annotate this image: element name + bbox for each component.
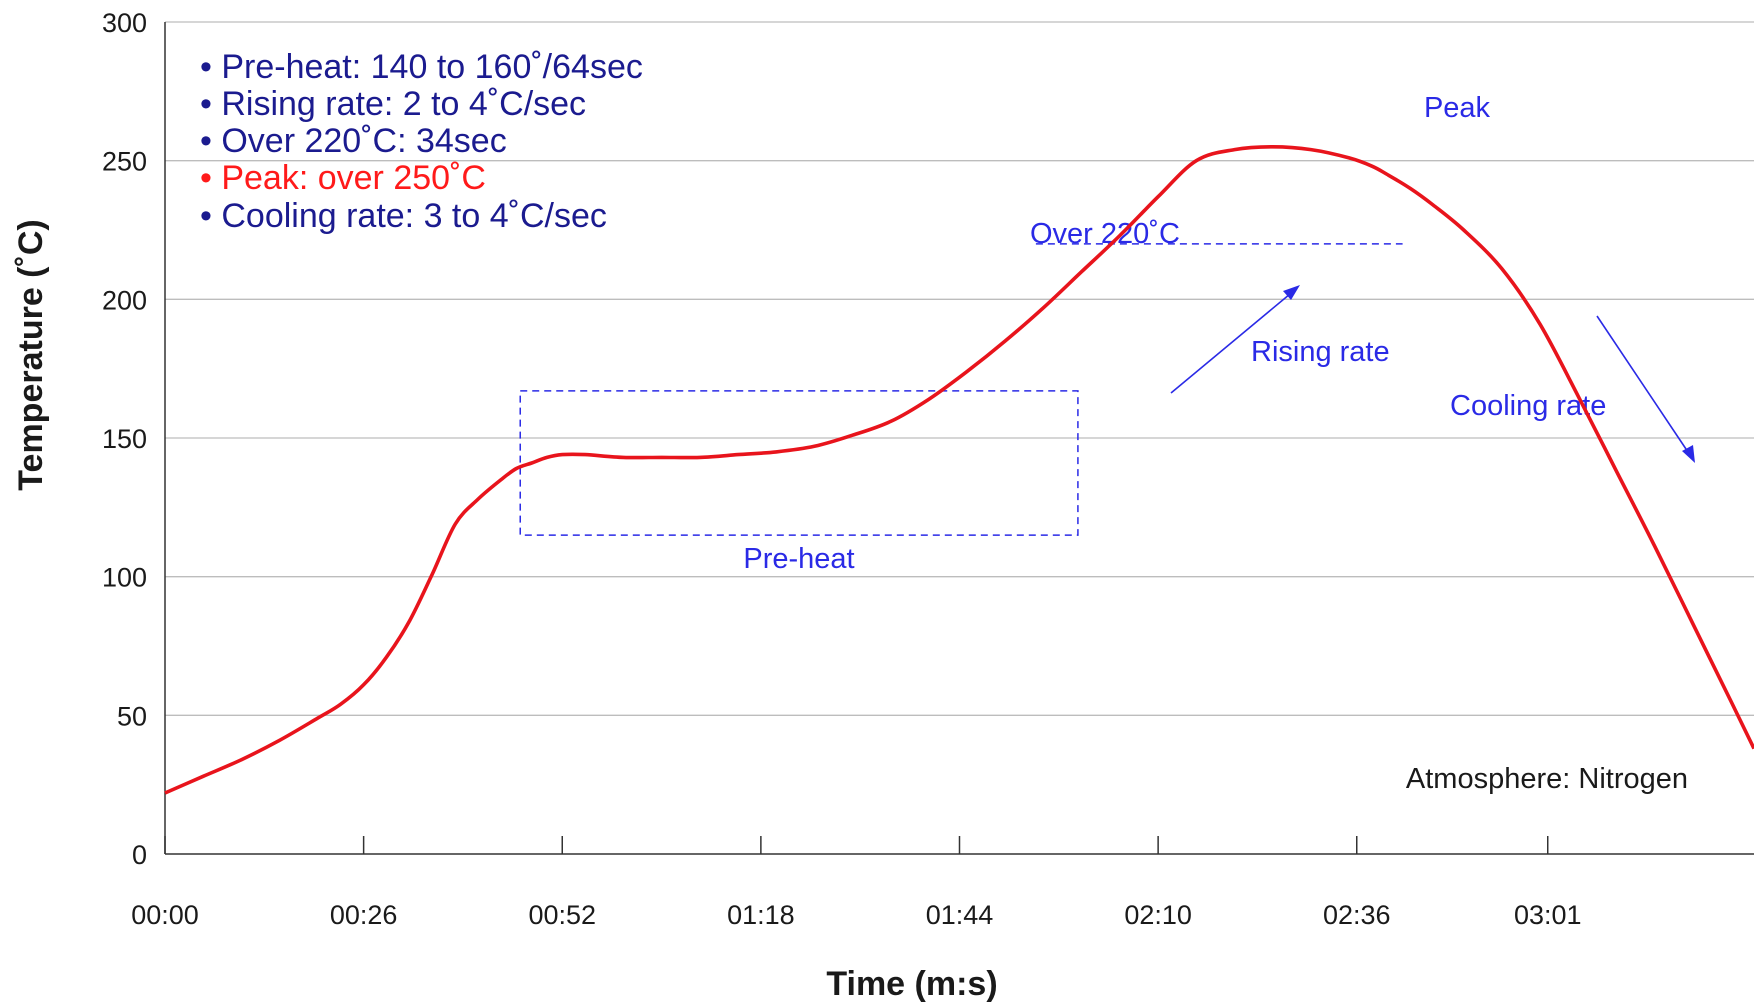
legend-item-cooling-rate: • Cooling rate: 3 to 4˚C/sec: [200, 197, 607, 235]
y-tick-label: 250: [102, 147, 147, 177]
peak-label: Peak: [1424, 92, 1491, 124]
rising-rate-arrow: [1170, 285, 1300, 394]
x-tick-label: 02:36: [1323, 900, 1391, 930]
legend-item-rising-rate: • Rising rate: 2 to 4˚C/sec: [200, 85, 586, 123]
legend-item-peak: • Peak: over 250˚C: [200, 159, 486, 197]
x-ticks: 00:00 00:26 00:52 01:18 01:44 02:10 02:36 03:01: [131, 836, 1582, 930]
cooling-rate-label: Cooling rate: [1450, 390, 1606, 422]
over220-label: Over 220˚C: [1030, 218, 1180, 250]
legend-box: • Pre-heat: 140 to 160˚/64sec • Rising r…: [200, 48, 643, 235]
y-axis-title: Temperature (˚C): [12, 219, 50, 490]
cooling-rate-arrow: [1596, 315, 1695, 463]
x-tick-label: 02:10: [1124, 900, 1192, 930]
preheat-label: Pre-heat: [743, 543, 854, 575]
temperature-curve: [164, 145, 1754, 795]
legend-item-preheat: • Pre-heat: 140 to 160˚/64sec: [200, 48, 643, 86]
y-tick-label: 300: [102, 8, 147, 38]
y-tick-label: 0: [132, 840, 147, 870]
x-tick-label: 00:52: [528, 900, 596, 930]
y-ticks: 0 50 100 150 200 250 300: [102, 8, 147, 870]
x-tick-label: 00:00: [131, 900, 199, 930]
x-tick-label: 01:18: [727, 900, 795, 930]
y-tick-label: 150: [102, 424, 147, 454]
preheat-box: [519, 390, 1079, 536]
y-tick-label: 200: [102, 285, 147, 315]
x-axis-title: Time (m:s): [826, 965, 997, 1003]
legend-item-over-220: • Over 220˚C: 34sec: [200, 122, 507, 160]
atmosphere-note: Atmosphere: Nitrogen: [1406, 763, 1688, 795]
y-tick-label: 50: [117, 701, 147, 731]
annotation-layer: Pre-heat Over 220˚C Peak Rising rate Coo…: [519, 92, 1695, 575]
x-tick-label: 01:44: [926, 900, 994, 930]
rising-rate-label: Rising rate: [1251, 336, 1390, 368]
x-tick-label: 03:01: [1514, 900, 1582, 930]
series-layer: [164, 145, 1754, 795]
x-tick-label: 00:26: [330, 900, 398, 930]
y-tick-label: 100: [102, 563, 147, 593]
